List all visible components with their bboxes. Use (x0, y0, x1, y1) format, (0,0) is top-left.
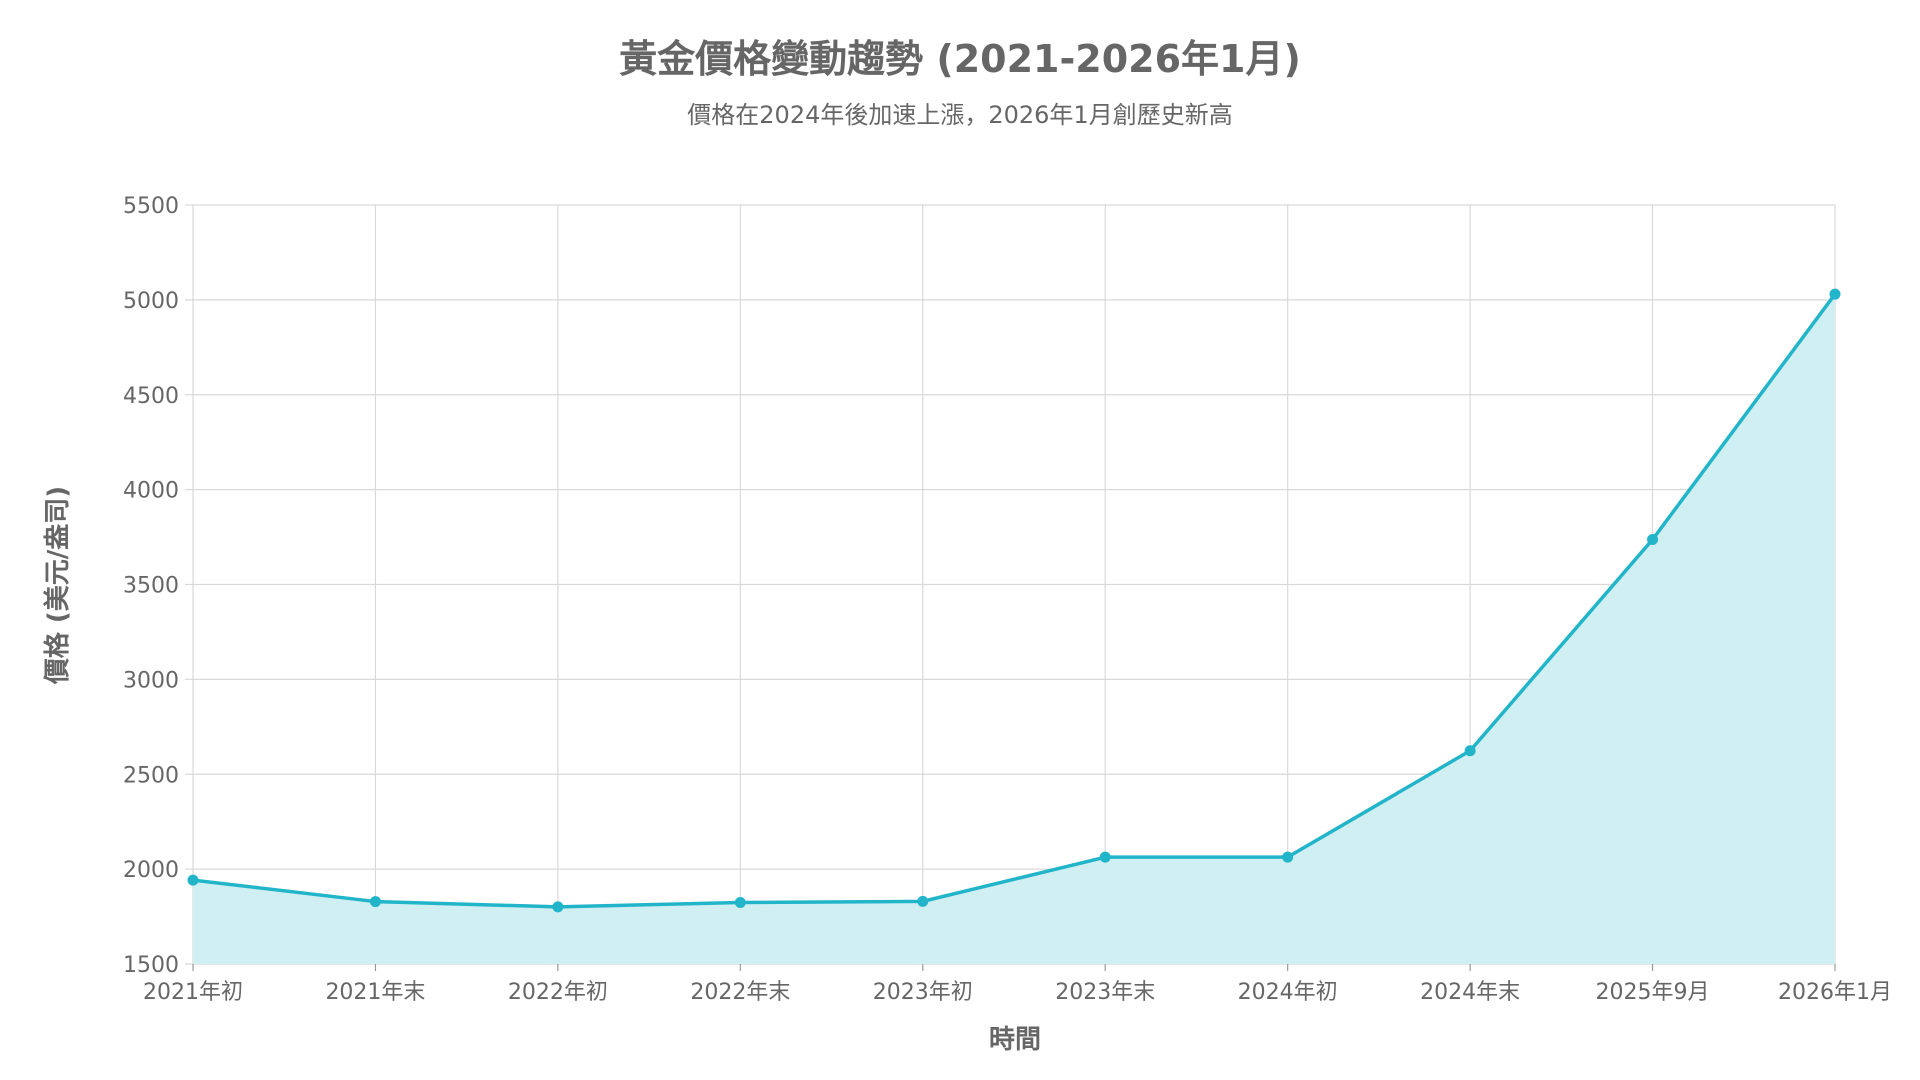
y-tick-label: 1500 (123, 953, 179, 978)
data-point[interactable] (552, 901, 564, 913)
y-tick-label: 3500 (123, 574, 179, 599)
x-axis-title: 時間 (989, 1025, 1041, 1055)
x-tick-label: 2021年初 (143, 980, 243, 1005)
x-tick-label: 2023年初 (873, 980, 973, 1005)
chart-subtitle: 價格在2024年後加速上漲，2026年1月創歷史新高 (687, 101, 1232, 129)
line-layer (191, 292, 1837, 909)
area-layer (193, 294, 1835, 964)
y-tick-label: 2500 (123, 763, 179, 788)
data-point[interactable] (369, 896, 381, 908)
x-tick-label: 2023年末 (1055, 980, 1155, 1005)
data-point[interactable] (734, 897, 746, 909)
data-point[interactable] (1282, 851, 1294, 863)
chart-title: 黃金價格變動趨勢 (2021-2026年1月) (619, 37, 1301, 81)
x-tick-label: 2025年9月 (1596, 980, 1710, 1005)
grid-layer (185, 204, 1836, 971)
y-tick-label: 2000 (123, 858, 179, 883)
data-point[interactable] (1099, 851, 1111, 863)
x-tick-label: 2022年末 (690, 980, 790, 1005)
point-layer (187, 288, 1841, 913)
x-tick-label: 2024年末 (1420, 980, 1520, 1005)
y-axis-title: 價格 (美元/盎司) (42, 486, 73, 685)
price-line (191, 292, 1837, 909)
data-point[interactable] (917, 895, 929, 907)
tick-layer: 1500 2000 2500 3000 3500 4000 4500 5000 5500 2021… (123, 194, 1892, 1005)
y-tick-label: 3000 (123, 668, 179, 693)
x-tick-label: 2022年初 (508, 980, 608, 1005)
area-fill (193, 294, 1835, 964)
data-point[interactable] (1647, 534, 1659, 546)
y-tick-label: 5500 (123, 194, 179, 219)
data-point[interactable] (1464, 745, 1476, 757)
y-tick-label: 4000 (123, 479, 179, 504)
y-tick-label: 4500 (123, 384, 179, 409)
x-tick-label: 2024年初 (1238, 980, 1338, 1005)
y-tick-label: 5000 (123, 289, 179, 314)
data-point[interactable] (187, 874, 199, 886)
x-tick-label: 2021年末 (325, 980, 425, 1005)
data-point[interactable] (1829, 288, 1841, 300)
x-tick-label: 2026年1月 (1778, 980, 1892, 1005)
